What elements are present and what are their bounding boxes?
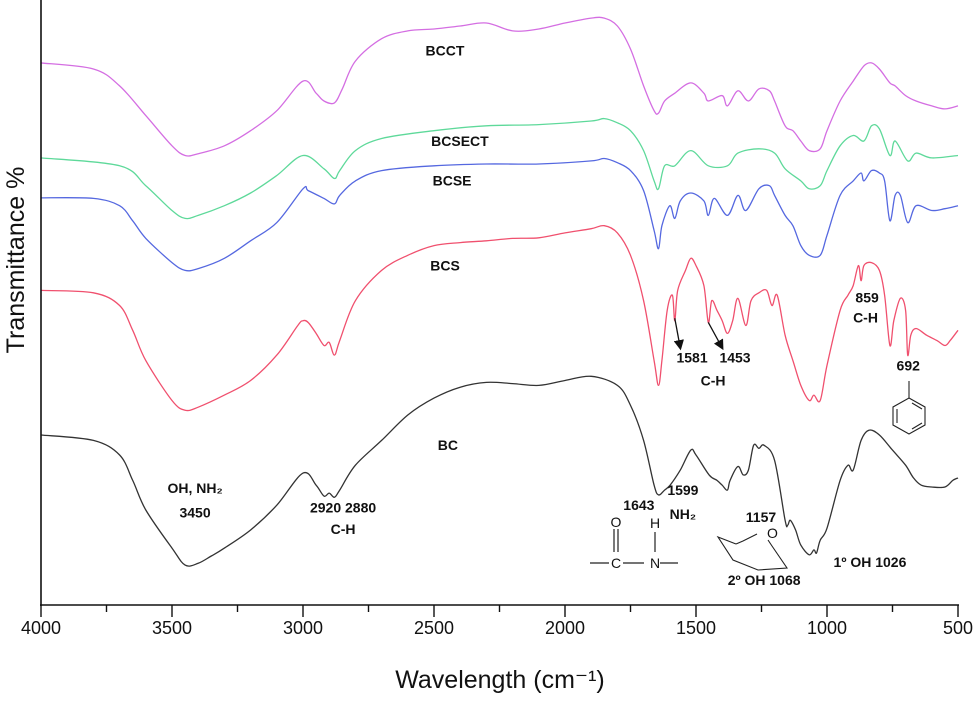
x-tick-label: 2500 (414, 618, 454, 638)
series-label-bcsect: BCSECT (431, 133, 489, 149)
benzene-ring-icon (892, 381, 926, 435)
axes: 4000 3500 3000 2500 2000 1500 1000 500 (21, 0, 973, 638)
amide-hydrogen: H (650, 515, 660, 531)
peak-annotation: C-H (853, 309, 878, 325)
x-tick-label: 3000 (283, 618, 323, 638)
series-line-bcs (40, 224, 959, 412)
series-label-bcse: BCSE (433, 173, 472, 189)
peak-annotation: 2º OH 1068 (728, 572, 801, 588)
series-label-bc: BC (438, 437, 458, 453)
peak-annotation: C-H (331, 521, 356, 537)
series-line-bcsect (40, 117, 959, 220)
annotation-arrow (673, 318, 684, 351)
peak-annotation: NH₂ (670, 506, 696, 522)
peak-annotation: 692 (897, 357, 921, 373)
peak-annotation: 1453 (719, 349, 750, 365)
peak-annotation: 1643 (623, 497, 654, 513)
amide-carbon: C (611, 555, 621, 571)
amide-oxygen: O (611, 514, 622, 530)
x-tick-label: 1000 (807, 618, 847, 638)
peak-annotation: 1157 (746, 509, 777, 525)
peak-annotation: 2920 2880 (310, 499, 376, 515)
label-layer: BCCT BCSECT BCSE BCS BC OH, NH₂ 3450 2920 2880 C… (167, 43, 920, 588)
peak-annotation: C-H (701, 372, 726, 388)
x-tick-label: 1500 (676, 618, 716, 638)
peak-annotation: 1581 (676, 349, 707, 365)
pyranose-ring-icon: O (716, 525, 788, 571)
peak-annotation: 3450 (179, 504, 210, 520)
series-label-bcct: BCCT (426, 43, 465, 59)
annotation-arrow (707, 322, 724, 351)
series-line-bcct (40, 16, 959, 157)
peak-annotation: 1599 (667, 482, 698, 498)
series-layer (40, 16, 959, 567)
x-tick-label: 3500 (152, 618, 192, 638)
series-label-bcs: BCS (430, 257, 460, 273)
y-axis-title: Transmittance % (2, 167, 30, 354)
peak-annotation: 1º OH 1026 (834, 554, 907, 570)
amide-nitrogen: N (650, 555, 660, 571)
x-tick-label: 2000 (545, 618, 585, 638)
x-tick-label: 4000 (21, 618, 61, 638)
pyranose-oxygen: O (767, 525, 778, 541)
series-line-bc (40, 375, 959, 567)
amide-structure-icon: O C H N (590, 514, 678, 571)
peak-annotation: OH, NH₂ (167, 480, 222, 496)
x-tick-label: 500 (943, 618, 973, 638)
series-line-bcse (40, 157, 959, 272)
peak-annotation: 859 (855, 290, 879, 306)
x-axis-title: Wavelength (cm⁻¹) (395, 666, 605, 694)
